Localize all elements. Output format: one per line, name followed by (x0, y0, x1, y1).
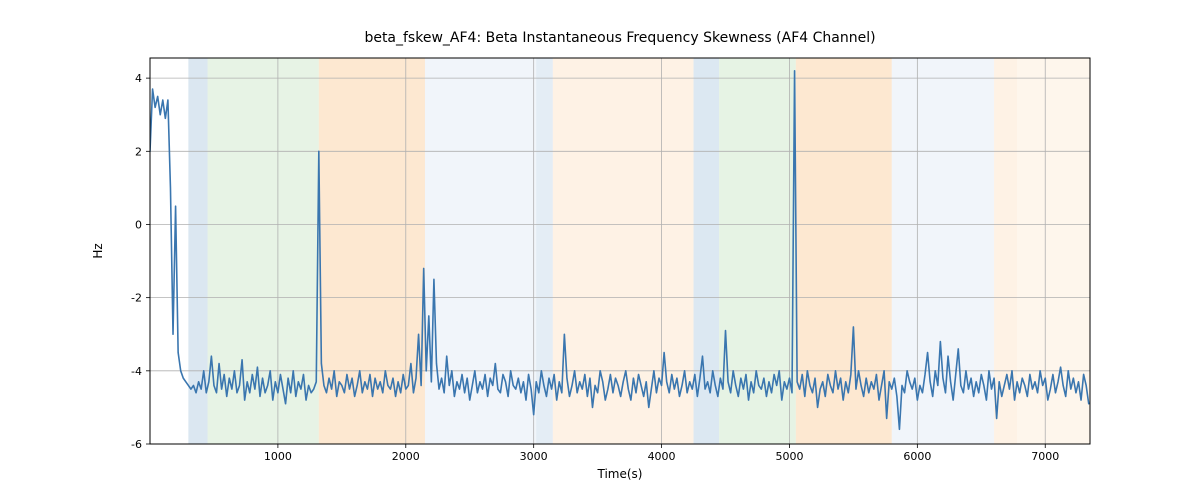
x-tick-label: 4000 (648, 450, 676, 463)
x-tick-label: 3000 (520, 450, 548, 463)
y-tick-label: -4 (131, 365, 142, 378)
y-axis-label: Hz (91, 243, 105, 258)
plot-area (150, 58, 1090, 444)
y-tick-label: 4 (135, 72, 142, 85)
x-tick-label: 6000 (903, 450, 931, 463)
y-tick-label: -6 (131, 438, 142, 451)
chart-title: beta_fskew_AF4: Beta Instantaneous Frequ… (364, 30, 875, 46)
y-tick-label: -2 (131, 292, 142, 305)
x-axis-label: Time(s) (597, 467, 643, 481)
chart-svg: 1000 2000 3000 4000 5000 6000 7000 -6 -4 -2 0 2 4 Tim… (0, 0, 1200, 500)
x-tick-label: 5000 (775, 450, 803, 463)
y-tick-label: 0 (135, 218, 142, 231)
y-tick-label: 2 (135, 145, 142, 158)
x-tick-label: 7000 (1031, 450, 1059, 463)
x-tick-label: 1000 (264, 450, 292, 463)
x-tick-label: 2000 (392, 450, 420, 463)
chart-root: 1000 2000 3000 4000 5000 6000 7000 -6 -4 -2 0 2 4 Tim… (0, 0, 1200, 500)
background-band-9 (892, 58, 994, 444)
